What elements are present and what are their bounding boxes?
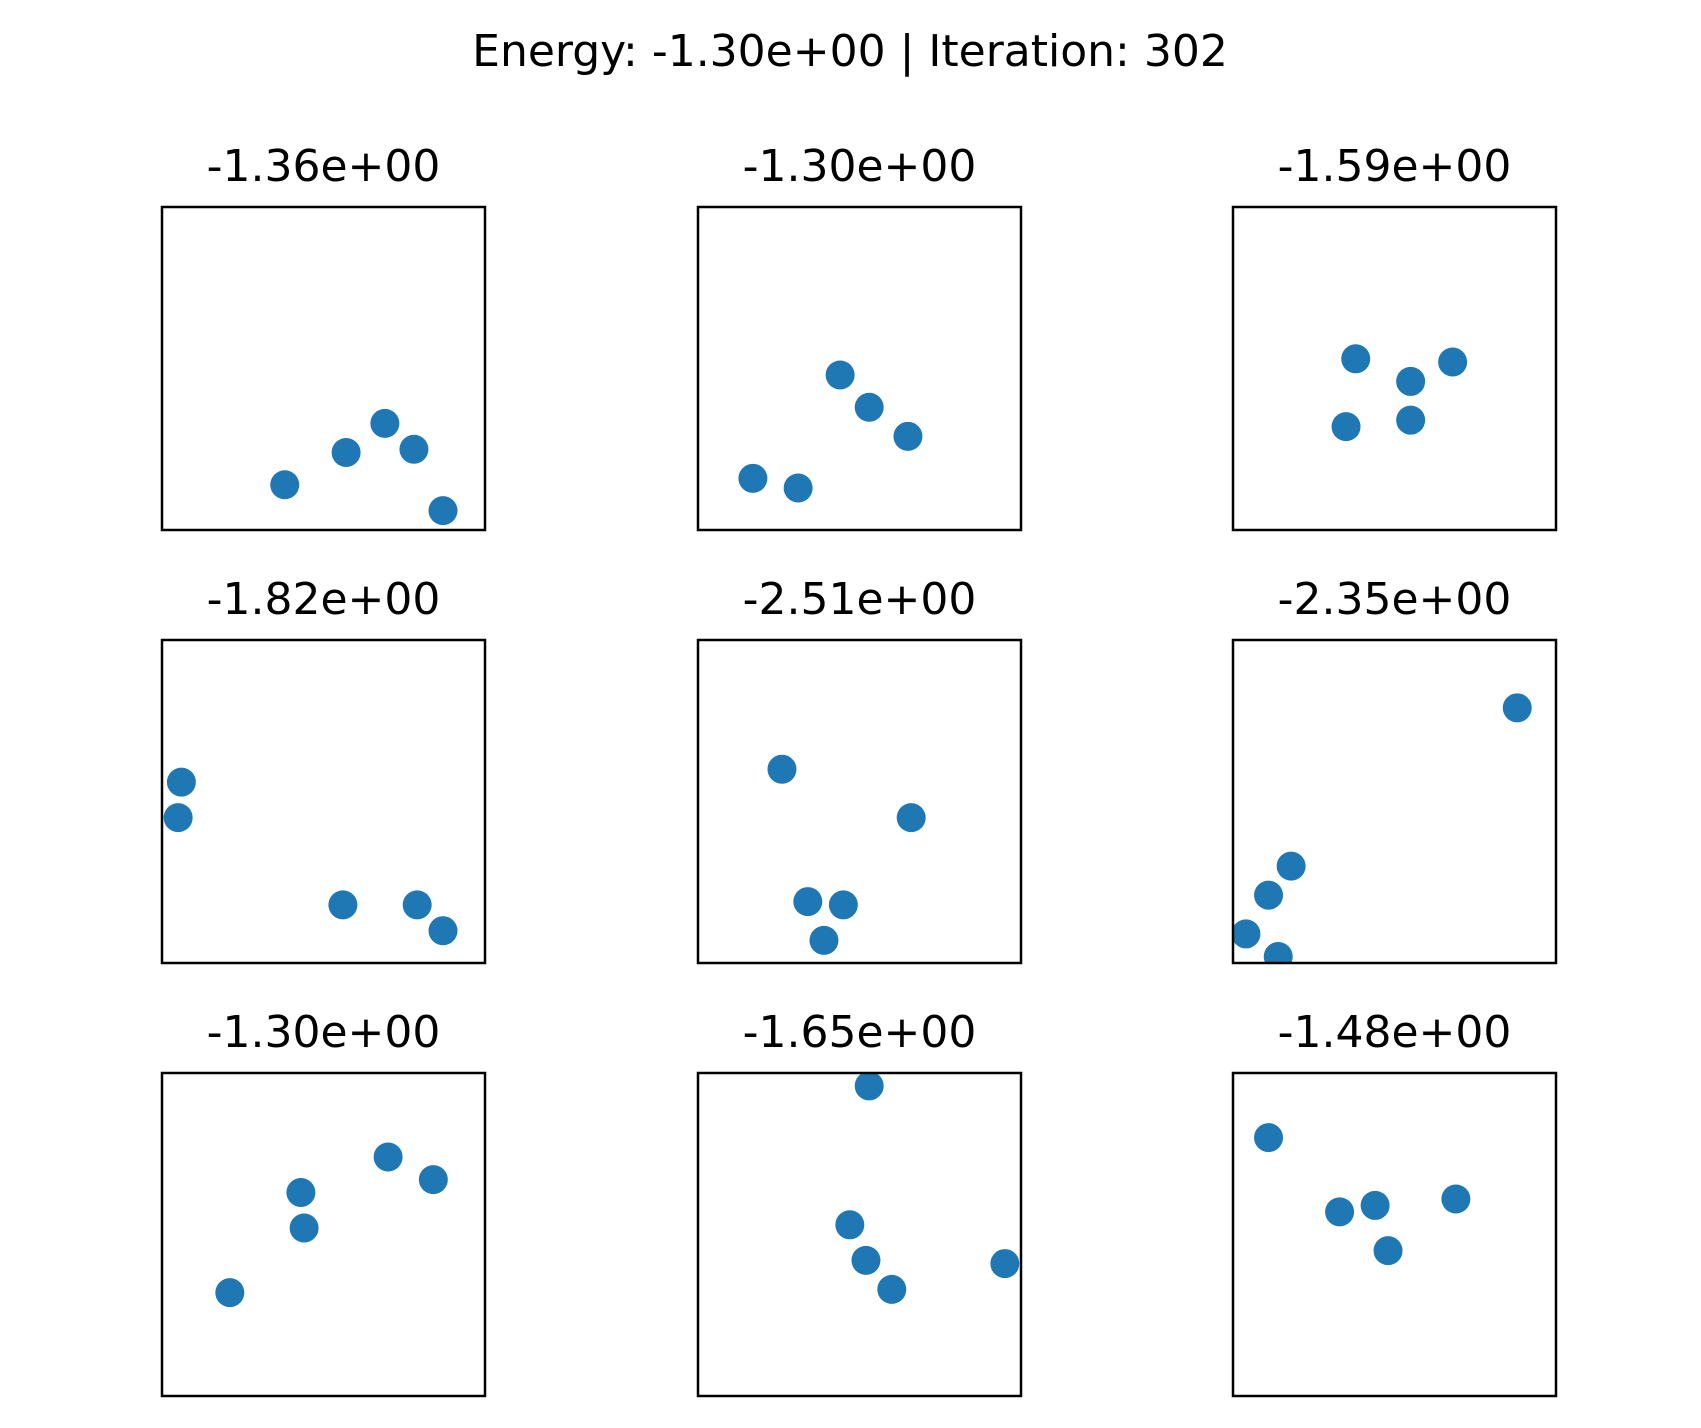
scatter-point-2 — [1276, 851, 1306, 881]
scatter-point-4 — [399, 434, 429, 464]
panel-title: -1.36e+00 — [207, 141, 441, 192]
panel-title: -1.30e+00 — [743, 141, 977, 192]
scatter-point-2 — [1325, 1197, 1355, 1227]
scatter-point-5 — [428, 496, 458, 526]
panel-title: -1.65e+00 — [743, 1007, 977, 1058]
scatter-point-1 — [1502, 693, 1532, 723]
scatter-points — [270, 408, 458, 526]
scatter-panel-3: -1.59e+00 — [1231, 141, 1558, 532]
scatter-panel-8: -1.65e+00 — [696, 1007, 1023, 1398]
scatter-point-3 — [328, 890, 358, 920]
panel-frame — [160, 638, 487, 965]
scatter-point-4 — [402, 890, 432, 920]
scatter-panel-1: -1.36e+00 — [160, 141, 487, 532]
scatter-point-5 — [215, 1278, 245, 1308]
panel-title: -1.82e+00 — [207, 574, 441, 625]
scatter-point-1 — [166, 767, 196, 797]
scatter-point-4 — [1331, 412, 1361, 442]
panel-frame — [1231, 638, 1558, 965]
scatter-point-4 — [854, 392, 884, 422]
panel-title: -1.48e+00 — [1278, 1007, 1512, 1058]
scatter-point-3 — [370, 408, 400, 438]
scatter-panel-5: -2.51e+00 — [696, 574, 1023, 965]
scatter-point-2 — [331, 437, 361, 467]
scatter-point-1 — [738, 463, 768, 493]
scatter-point-2 — [835, 1210, 865, 1240]
scatter-points — [738, 360, 923, 503]
scatter-point-5 — [428, 916, 458, 946]
scatter-point-4 — [1441, 1184, 1471, 1214]
scatter-point-5 — [1263, 942, 1293, 963]
scatter-point-1 — [270, 470, 300, 500]
scatter-points — [1254, 1123, 1471, 1266]
scatter-point-3 — [825, 360, 855, 390]
panel-title: -2.35e+00 — [1278, 574, 1512, 625]
scatter-point-5 — [1373, 1236, 1403, 1266]
scatter-point-3 — [793, 887, 823, 917]
scatter-point-1 — [373, 1142, 403, 1172]
scatter-point-3 — [1254, 880, 1284, 910]
scatter-point-3 — [286, 1178, 316, 1208]
panel-title: -2.51e+00 — [743, 574, 977, 625]
scatter-point-5 — [893, 421, 923, 451]
scatter-panel-2: -1.30e+00 — [696, 141, 1023, 532]
scatter-point-5 — [809, 925, 839, 955]
panel-frame — [160, 1071, 487, 1398]
scatter-points — [163, 767, 458, 946]
panel-frame — [1231, 205, 1558, 532]
scatter-point-4 — [289, 1213, 319, 1243]
scatter-point-2 — [783, 473, 813, 503]
scatter-point-3 — [851, 1245, 881, 1275]
scatter-point-3 — [1360, 1190, 1390, 1220]
scatter-point-1 — [1341, 344, 1371, 374]
scatter-panel-6: -2.35e+00 — [1231, 574, 1558, 965]
scatter-points — [1233, 693, 1532, 963]
scatter-point-2 — [1396, 366, 1426, 396]
scatter-point-5 — [990, 1249, 1020, 1279]
panel-frame — [696, 205, 1023, 532]
scatter-panel-9: -1.48e+00 — [1231, 1007, 1558, 1398]
scatter-point-4 — [877, 1274, 907, 1304]
panel-frame — [160, 205, 487, 532]
scatter-panel-4: -1.82e+00 — [160, 574, 487, 965]
scatter-point-2 — [163, 803, 193, 833]
panel-frame — [696, 638, 1023, 965]
scatter-point-4 — [828, 890, 858, 920]
panel-frame — [1231, 1071, 1558, 1398]
scatter-point-1 — [854, 1073, 884, 1101]
scatter-point-2 — [896, 803, 926, 833]
scatter-points — [215, 1142, 448, 1308]
panel-grid: -1.36e+00 -1.30e+00 -1.59e+00 -1.82e+00 -2.5… — [160, 141, 1558, 1398]
scatter-point-1 — [1254, 1123, 1284, 1153]
scatter-point-1 — [767, 754, 797, 784]
scatter-points — [767, 754, 926, 955]
scatter-panel-7: -1.30e+00 — [160, 1007, 487, 1398]
panel-title: -1.30e+00 — [207, 1007, 441, 1058]
scatter-point-5 — [1396, 405, 1426, 435]
scatter-point-2 — [418, 1165, 448, 1195]
panel-frame — [696, 1071, 1023, 1398]
panel-title: -1.59e+00 — [1278, 141, 1512, 192]
figure-suptitle: Energy: -1.30e+00 | Iteration: 302 — [472, 26, 1228, 77]
scatter-points — [1331, 344, 1468, 442]
scatter-point-4 — [1233, 919, 1261, 949]
scatter-point-3 — [1438, 347, 1468, 377]
scatter-points — [835, 1073, 1020, 1304]
